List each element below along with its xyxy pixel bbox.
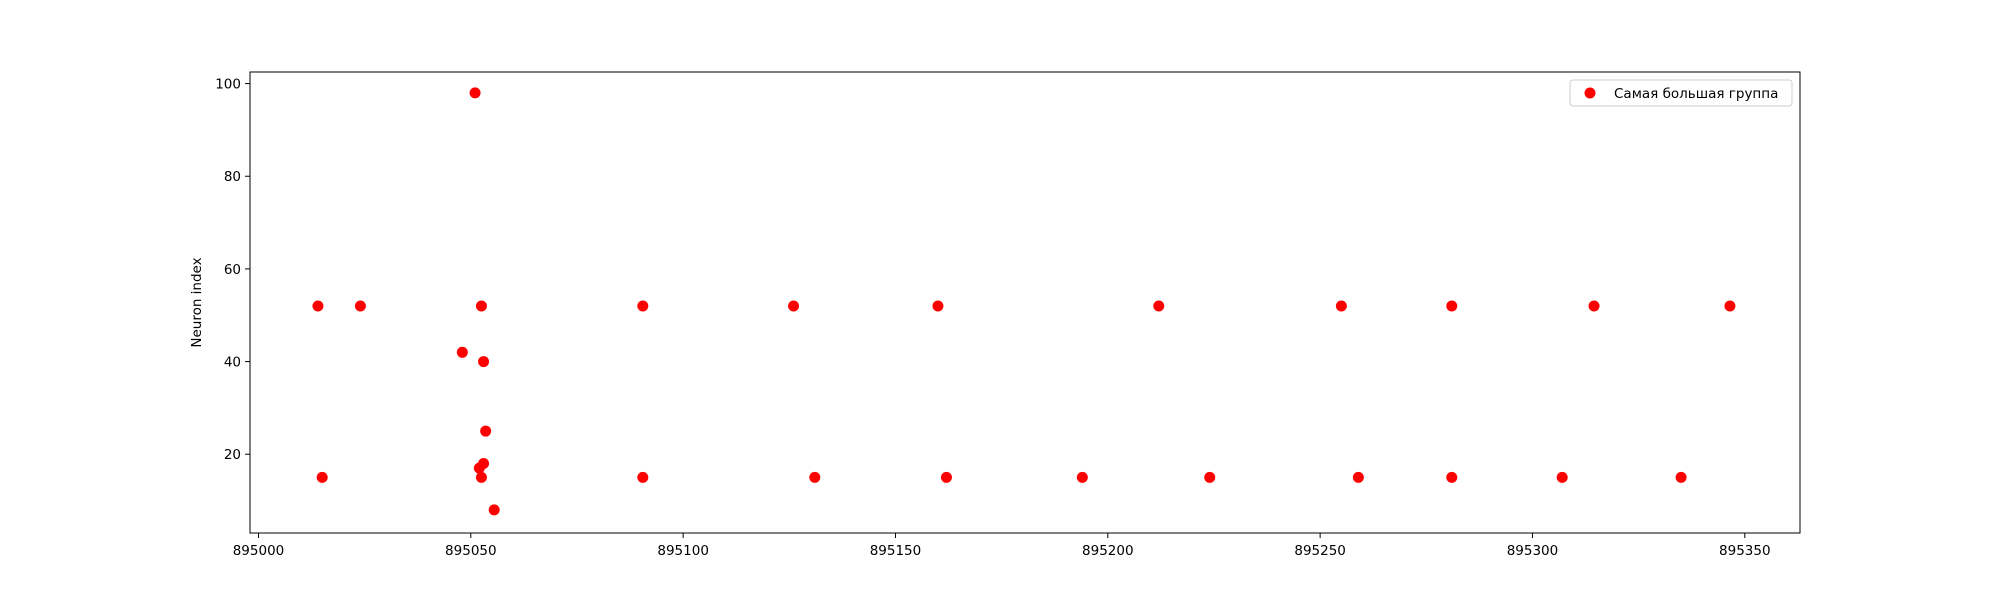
data-points [312, 87, 1736, 516]
y-tick-label: 60 [224, 262, 241, 278]
data-point [1352, 471, 1364, 483]
data-point [1204, 471, 1216, 483]
legend-marker [1584, 87, 1596, 99]
legend: Самая большая группа [1569, 79, 1793, 107]
legend-box [1569, 79, 1793, 107]
legend-label: Самая большая группа [1614, 86, 1778, 102]
data-point [637, 300, 649, 312]
x-axis: 895000 895050 895100 895150 895200 895250 8953… [233, 533, 1771, 559]
y-tick-label: 20 [224, 447, 241, 463]
data-point [456, 346, 468, 358]
data-point [1446, 300, 1458, 312]
data-point [1335, 300, 1347, 312]
data-point [316, 471, 328, 483]
y-tick-label: 100 [215, 77, 241, 93]
data-point [637, 471, 649, 483]
data-point [475, 300, 487, 312]
data-point [1724, 300, 1736, 312]
data-point [1675, 471, 1687, 483]
data-point [932, 300, 944, 312]
x-tick-label: 895100 [657, 543, 709, 559]
data-point [478, 356, 490, 368]
data-point [809, 471, 821, 483]
x-tick-label: 895150 [870, 543, 922, 559]
data-point [478, 458, 490, 469]
x-tick-label: 895250 [1294, 543, 1346, 559]
plot-area [249, 71, 1801, 534]
data-point [1588, 300, 1600, 312]
data-point [940, 471, 952, 483]
y-axis-label: Neuron index [189, 257, 205, 347]
data-point [1153, 300, 1165, 312]
data-point [788, 300, 800, 312]
x-tick-label: 895300 [1507, 543, 1559, 559]
data-point [312, 300, 324, 312]
data-point [475, 471, 487, 483]
x-tick-label: 895050 [445, 543, 497, 559]
y-tick-label: 40 [224, 355, 241, 371]
data-point [480, 425, 492, 437]
data-point [1556, 471, 1568, 483]
y-axis: 20 40 60 80 100 [215, 77, 250, 463]
x-tick-label: 895350 [1719, 543, 1771, 559]
x-tick-label: 895200 [1082, 543, 1134, 559]
data-point [469, 87, 481, 99]
data-point [488, 504, 500, 516]
data-point [354, 300, 366, 312]
x-tick-label: 895000 [233, 543, 285, 559]
y-tick-label: 80 [224, 169, 241, 185]
data-point [1446, 471, 1458, 483]
data-point [1076, 471, 1088, 483]
